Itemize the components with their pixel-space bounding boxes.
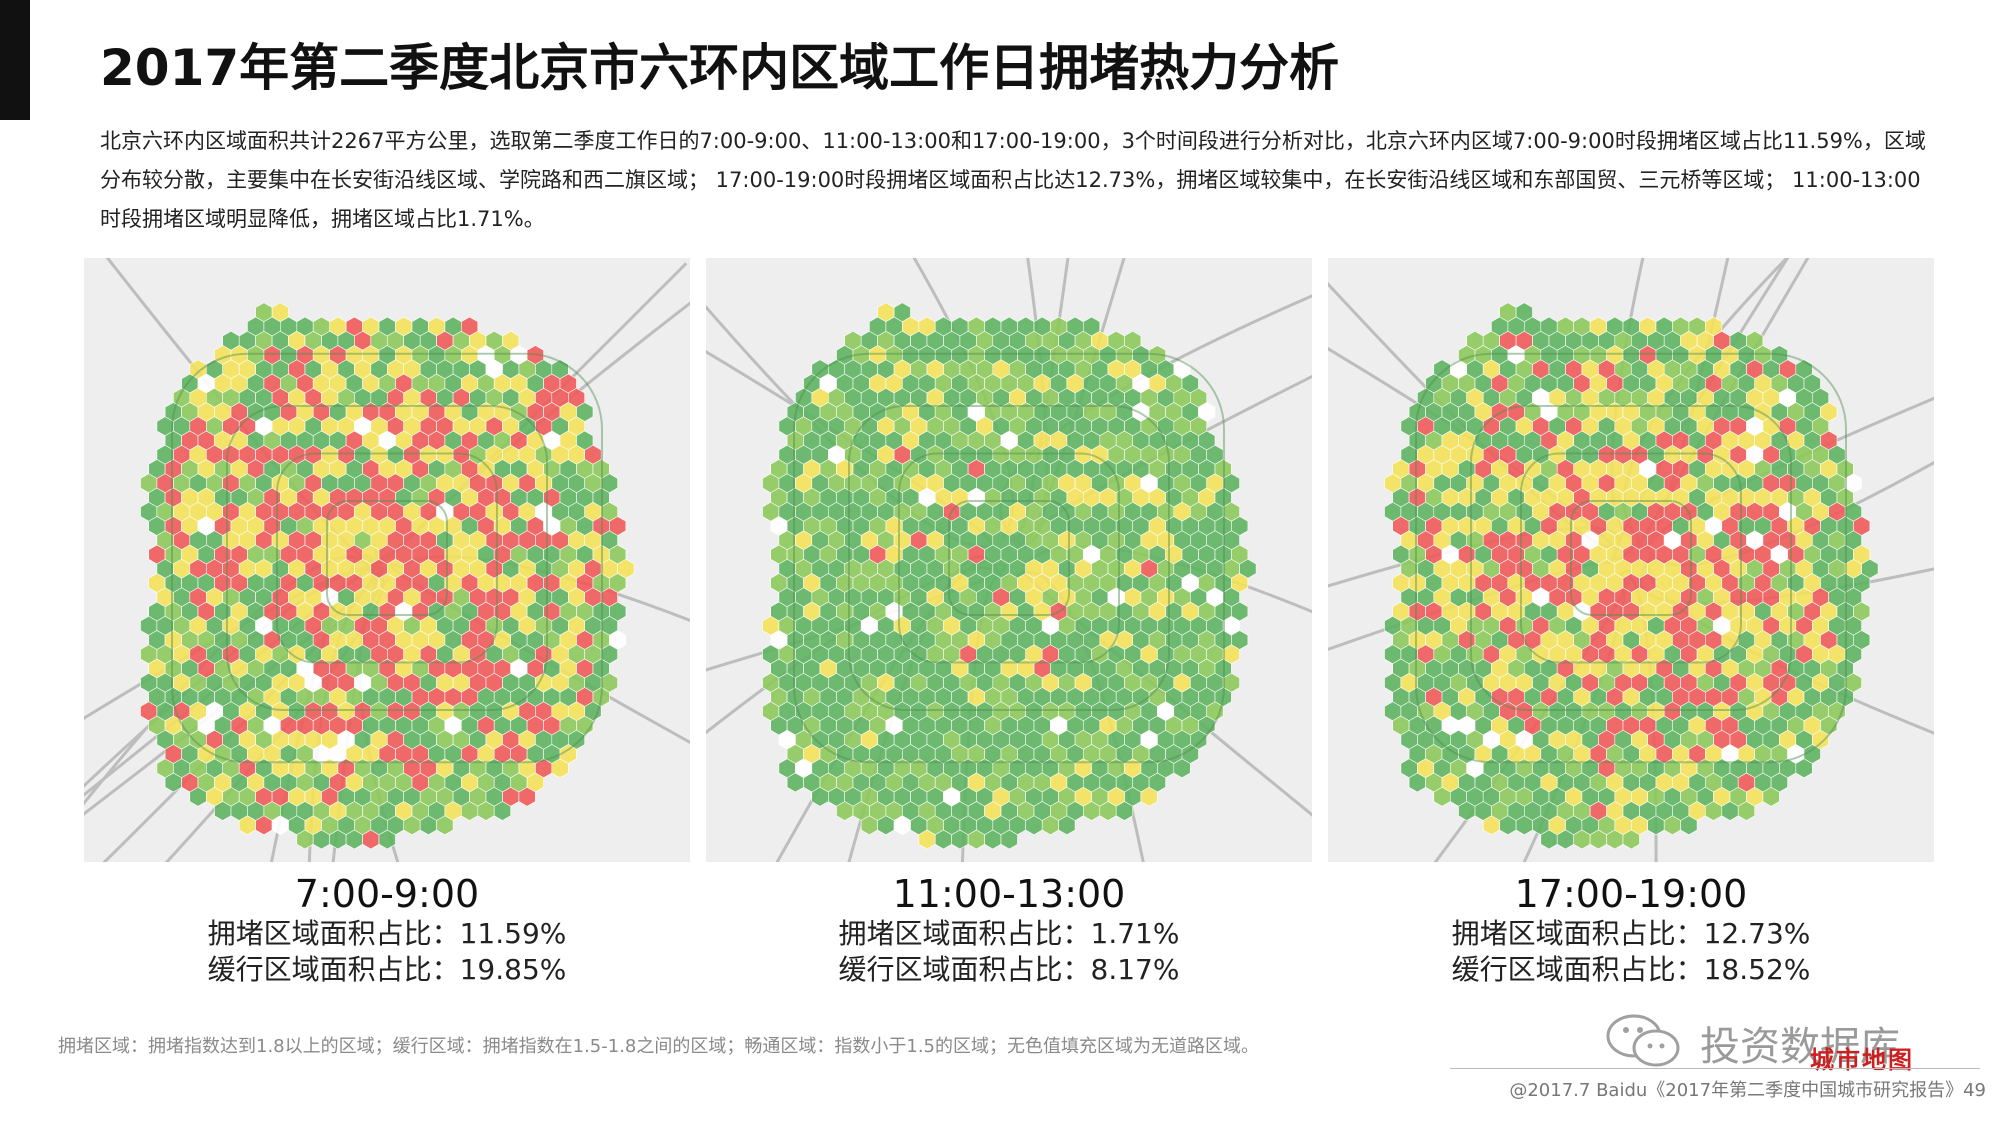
panel-time: 7:00-9:00 [294, 872, 480, 916]
watermark-text: 投资数据库 [1700, 1024, 1900, 1070]
wechat-icon [1606, 1014, 1680, 1067]
ring-road [793, 352, 1225, 764]
slow-ratio: 缓行区域面积占比：18.52% [1451, 953, 1811, 986]
heatmap-svg [84, 258, 690, 862]
hex-cell [493, 801, 511, 821]
panel-caption: 17:00-19:00 拥堵区域面积占比：12.73% 缓行区域面积占比：18.… [1328, 872, 1934, 988]
hex-cell [436, 815, 454, 836]
hex-cell [551, 758, 569, 779]
panel-caption: 11:00-13:00 拥堵区域面积占比：1.71% 缓行区域面积占比：8.17… [706, 872, 1312, 988]
ring-road [226, 405, 548, 711]
ring-road [948, 500, 1070, 616]
ring-road [1520, 452, 1742, 664]
hex-grid [1384, 302, 1879, 850]
ring-road [898, 452, 1120, 664]
hex-grid [140, 302, 635, 850]
congested-ratio: 拥堵区域面积占比：11.59% [207, 917, 567, 950]
hex-cell [1680, 815, 1698, 836]
panel-time: 11:00-13:00 [892, 872, 1126, 916]
panel-time: 17:00-19:00 [1514, 872, 1748, 916]
ring-road [1415, 352, 1847, 764]
footnote: 拥堵区域：拥堵指数达到1.8以上的区域；缓行区域：拥堵指数在1.5-1.8之间的… [58, 1036, 1259, 1057]
hex-cell [1737, 801, 1755, 821]
ring-road [1470, 405, 1792, 711]
hex-cell [1795, 758, 1813, 779]
slow-ratio: 缓行区域面积占比：19.85% [207, 953, 567, 986]
congested-ratio: 拥堵区域面积占比：1.71% [838, 917, 1180, 950]
slow-ratio: 缓行区域面积占比：8.17% [838, 953, 1180, 986]
hex-cell [1762, 786, 1780, 807]
ring-road [1570, 500, 1692, 616]
hex-cell [1140, 786, 1158, 807]
ring-road [326, 500, 448, 616]
hex-cell [1115, 801, 1133, 821]
heatmap-svg [1328, 258, 1934, 862]
source-divider [1450, 1068, 1980, 1069]
heatmap-map-morning [84, 258, 690, 862]
heatmap-svg [706, 258, 1312, 862]
accent-bar [0, 0, 30, 120]
source-citation: @2017.7 Baidu《2017年第二季度中国城市研究报告》49 [1509, 1080, 1986, 1101]
congested-ratio: 拥堵区域面积占比：12.73% [1451, 917, 1811, 950]
hex-cell [1173, 758, 1191, 779]
ring-road [848, 405, 1170, 711]
hex-cell [1058, 815, 1076, 836]
heatmap-map-evening [1328, 258, 1934, 862]
hex-grid [762, 302, 1257, 850]
intro-paragraph: 北京六环内区域面积共计2267平方公里，选取第二季度工作日的7:00-9:00、… [100, 129, 1926, 231]
watermark-badge: 城市地图 [1810, 1046, 1914, 1074]
page-title: 2017年第二季度北京市六环内区域工作日拥堵热力分析 [100, 39, 1340, 97]
hex-cell [1000, 829, 1018, 850]
hex-cell [378, 829, 396, 850]
hex-cell [1622, 829, 1640, 850]
heatmap-panel-morning: 7:00-9:00 拥堵区域面积占比：11.59% 缓行区域面积占比：19.85… [84, 258, 690, 988]
ring-road [276, 452, 498, 664]
ring-road [171, 352, 603, 764]
watermark: 投资数据库 城市地图 [1600, 1010, 1990, 1074]
heatmap-map-noon [706, 258, 1312, 862]
panel-caption: 7:00-9:00 拥堵区域面积占比：11.59% 缓行区域面积占比：19.85… [84, 872, 690, 988]
heatmap-panel-evening: 17:00-19:00 拥堵区域面积占比：12.73% 缓行区域面积占比：18.… [1328, 258, 1934, 988]
hex-cell [518, 786, 536, 807]
heatmap-panel-noon: 11:00-13:00 拥堵区域面积占比：1.71% 缓行区域面积占比：8.17… [706, 258, 1312, 988]
